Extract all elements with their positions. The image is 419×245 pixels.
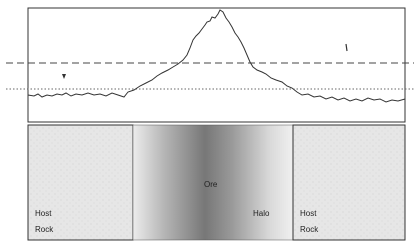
host-rock-label: Host — [35, 209, 52, 218]
halo-label: Halo — [253, 209, 270, 218]
host-rock-label: Host — [300, 209, 317, 218]
host-rock-left — [28, 125, 133, 240]
ore-label: Ore — [204, 180, 218, 189]
host-rock-right — [293, 125, 405, 240]
host-rock-label: Rock — [35, 225, 54, 234]
figure: Host Rock Ore Halo Host Rock — [0, 0, 419, 245]
profile-panel — [28, 8, 405, 122]
host-rock-label: Rock — [300, 225, 319, 234]
